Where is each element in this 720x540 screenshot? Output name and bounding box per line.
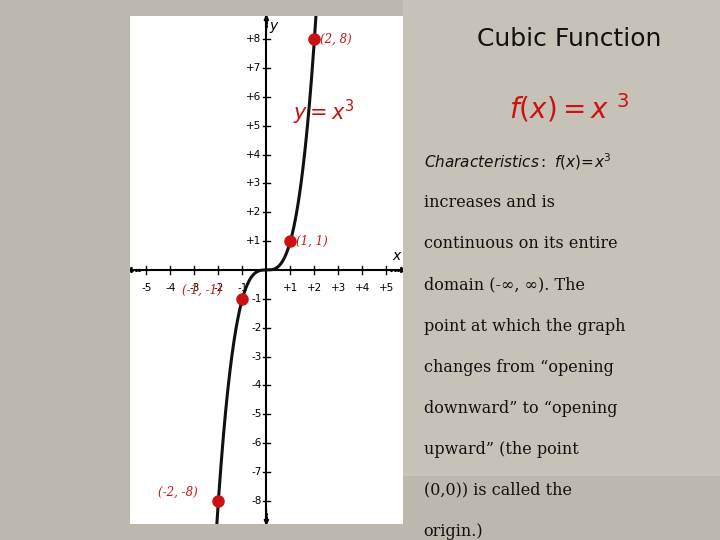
Text: $y = x^3$: $y = x^3$ bbox=[293, 98, 355, 127]
Text: -3: -3 bbox=[251, 352, 261, 361]
Text: -6: -6 bbox=[251, 438, 261, 448]
Text: -1: -1 bbox=[237, 283, 248, 293]
Text: (-1, -1): (-1, -1) bbox=[182, 284, 222, 296]
Text: $f(x) = x\ ^3$: $f(x) = x\ ^3$ bbox=[508, 92, 629, 125]
Text: -8: -8 bbox=[251, 496, 261, 506]
Text: upward” (the point: upward” (the point bbox=[423, 441, 578, 457]
Text: (0,0)) is called the: (0,0)) is called the bbox=[423, 482, 572, 498]
Text: (-2, -8): (-2, -8) bbox=[158, 485, 198, 498]
FancyArrow shape bbox=[264, 15, 269, 31]
Text: -5: -5 bbox=[251, 409, 261, 419]
Text: -7: -7 bbox=[251, 467, 261, 477]
Bar bbox=[403, 0, 720, 475]
Text: (2, 8): (2, 8) bbox=[320, 33, 352, 46]
Text: +3: +3 bbox=[246, 179, 261, 188]
Text: +8: +8 bbox=[246, 34, 261, 44]
Text: increases and is: increases and is bbox=[423, 194, 554, 211]
Text: -3: -3 bbox=[189, 283, 199, 293]
Text: (1, 1): (1, 1) bbox=[297, 235, 328, 248]
Text: +2: +2 bbox=[307, 283, 322, 293]
Text: +1: +1 bbox=[246, 236, 261, 246]
Text: Cubic Function: Cubic Function bbox=[477, 27, 661, 51]
FancyArrow shape bbox=[264, 509, 269, 525]
Text: -2: -2 bbox=[213, 283, 224, 293]
Text: point at which the graph: point at which the graph bbox=[423, 318, 625, 334]
Text: +5: +5 bbox=[246, 121, 261, 131]
Text: +3: +3 bbox=[330, 283, 346, 293]
Text: y: y bbox=[269, 19, 277, 33]
Text: +5: +5 bbox=[379, 283, 394, 293]
Text: -4: -4 bbox=[165, 283, 176, 293]
Text: +4: +4 bbox=[246, 150, 261, 160]
Text: +4: +4 bbox=[355, 283, 370, 293]
Text: -5: -5 bbox=[141, 283, 152, 293]
Text: x: x bbox=[392, 249, 401, 263]
Text: +7: +7 bbox=[246, 63, 261, 73]
Text: domain (-∞, ∞). The: domain (-∞, ∞). The bbox=[423, 276, 585, 293]
Text: +1: +1 bbox=[283, 283, 298, 293]
Text: -1: -1 bbox=[251, 294, 261, 304]
Text: +6: +6 bbox=[246, 92, 261, 102]
Text: $\mathit{Characteristics:}\ f(x)\!=\!x^3$: $\mathit{Characteristics:}\ f(x)\!=\!x^3… bbox=[423, 151, 611, 172]
Text: changes from “opening: changes from “opening bbox=[423, 359, 613, 375]
Text: downward” to “opening: downward” to “opening bbox=[423, 400, 617, 416]
Text: origin.): origin.) bbox=[423, 523, 483, 539]
Text: continuous on its entire: continuous on its entire bbox=[423, 235, 617, 252]
Text: +2: +2 bbox=[246, 207, 261, 217]
Text: -2: -2 bbox=[251, 323, 261, 333]
Text: -4: -4 bbox=[251, 380, 261, 390]
FancyArrow shape bbox=[127, 267, 139, 273]
FancyArrow shape bbox=[394, 267, 405, 273]
